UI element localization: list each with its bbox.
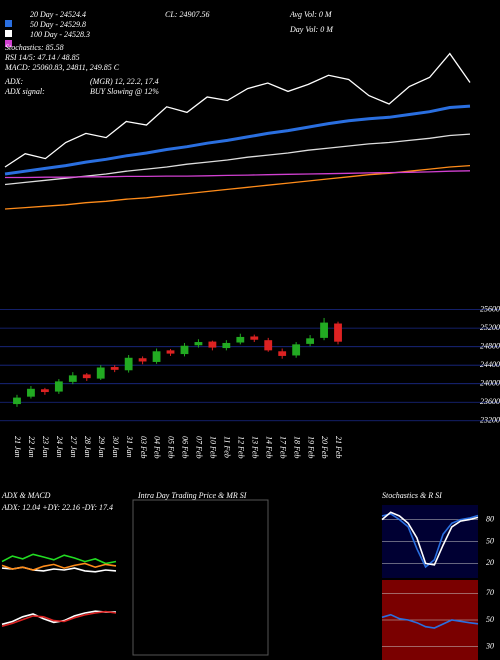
x-tick-label: 07 Feb — [195, 436, 204, 458]
x-tick-label: 19 Feb — [306, 436, 315, 458]
candle-body — [13, 397, 21, 405]
x-tick-label: 14 Feb — [264, 436, 273, 458]
x-tick-label: 20 Feb — [320, 436, 329, 458]
indicator-line — [1, 562, 117, 571]
indicator-label: MACD: 25060.83, 24811, 249.85 C — [4, 63, 120, 72]
candle-body — [236, 336, 245, 343]
y-tick-label: 24000 — [480, 379, 500, 388]
x-tick-label: 31 Jan — [125, 435, 134, 458]
indicator-line — [1, 553, 117, 565]
x-tick-label: 12 Feb — [236, 436, 245, 458]
x-tick-label: 22 Jan — [27, 436, 36, 458]
candle-body — [27, 388, 35, 397]
moving-average-line — [4, 104, 471, 176]
legend-swatch — [5, 30, 12, 37]
panel-frame — [132, 499, 269, 656]
candle-body — [124, 357, 133, 371]
candle-body — [250, 336, 259, 340]
candle-body — [54, 381, 63, 392]
y-tick-label: 70 — [486, 588, 494, 597]
indicator-label: ADX signal: — [4, 87, 45, 96]
panel-annotation: ADX: 12.04 +DY: 22.16 -DY: 17.4 — [1, 503, 113, 512]
candle-body — [306, 338, 315, 344]
candle-body — [68, 375, 77, 382]
x-tick-label: 23 Jan — [41, 436, 50, 458]
x-tick-label: 05 Feb — [167, 436, 176, 458]
indicator-label: 20 Day - 24524.4 — [30, 10, 86, 19]
candle-body — [138, 358, 147, 362]
candle-body — [264, 340, 273, 351]
indicator-label: Stochastics: 85.58 — [5, 43, 64, 52]
y-tick-label: 23200 — [480, 416, 500, 425]
close-line — [4, 52, 471, 168]
y-tick-label: 23600 — [480, 397, 500, 406]
candle-body — [96, 367, 105, 379]
x-tick-label: 11 Feb — [223, 436, 232, 458]
indicator-label: 50 Day - 24529.8 — [30, 20, 86, 29]
indicator-label: RSI 14/5: 47.14 / 48.85 — [4, 53, 80, 62]
indicator-label: BUY Slowing @ 12% — [90, 87, 159, 96]
y-tick-label: 30 — [485, 641, 494, 650]
x-tick-label: 27 Jan — [69, 436, 78, 458]
indicator-label: 100 Day - 24528.3 — [30, 30, 90, 39]
y-tick-label: 24400 — [480, 360, 500, 369]
x-tick-label: 30 Jan — [111, 435, 120, 458]
x-tick-label: 24 Jan — [55, 436, 64, 458]
x-tick-label: 17 Feb — [278, 436, 287, 458]
x-tick-label: 28 Jan — [83, 436, 92, 458]
candle-body — [320, 322, 328, 338]
indicator-label: (MGR) 12, 22.2, 17.4 — [90, 77, 159, 86]
candle-body — [152, 351, 161, 362]
candle-body — [180, 345, 189, 355]
y-tick-label: 25200 — [480, 323, 500, 332]
candle-body — [40, 389, 49, 393]
y-tick-label: 24800 — [480, 341, 500, 350]
candle-body — [292, 344, 301, 356]
indicator-line — [381, 613, 479, 629]
candle-body — [82, 374, 91, 379]
x-tick-label: 13 Feb — [250, 436, 259, 458]
moving-average-line — [5, 170, 471, 179]
y-tick-label: 25600 — [480, 304, 500, 313]
y-tick-label: 50 — [486, 615, 494, 624]
legend-swatch — [5, 20, 12, 27]
panel-title: Intra Day Trading Price & MR SI — [137, 491, 247, 500]
candle-body — [110, 367, 119, 370]
indicator-line — [381, 511, 479, 566]
x-tick-label: 18 Feb — [292, 436, 301, 458]
x-tick-label: 03 Feb — [139, 436, 148, 458]
candle-body — [278, 351, 287, 356]
panel-title: ADX & MACD — [1, 491, 51, 500]
legend-swatch — [5, 40, 12, 47]
candle-body — [208, 341, 217, 348]
x-tick-label: 04 Feb — [153, 436, 162, 458]
candle-body — [166, 350, 175, 354]
candle-body — [194, 342, 203, 346]
y-tick-label: 50 — [486, 536, 494, 545]
y-tick-label: 80 — [486, 514, 494, 523]
panel-title: Stochastics & R SI — [382, 491, 442, 500]
x-tick-label: 06 Feb — [181, 436, 190, 458]
x-tick-label: 10 Feb — [209, 436, 218, 458]
x-tick-label: 29 Jan — [97, 436, 106, 458]
x-tick-label: 21 Jan — [13, 436, 22, 458]
indicator-line — [1, 610, 117, 627]
indicator-label: Day Vol: 0 M — [289, 25, 334, 34]
candle-body — [334, 323, 342, 342]
indicator-label: CL: 24907.56 — [165, 10, 209, 19]
candle-body — [222, 342, 231, 349]
x-tick-label: 21 Feb — [334, 436, 343, 458]
indicator-label: Avg Vol: 0 M — [289, 10, 333, 19]
indicator-label: ADX: — [4, 77, 24, 86]
y-tick-label: 20 — [486, 558, 494, 567]
